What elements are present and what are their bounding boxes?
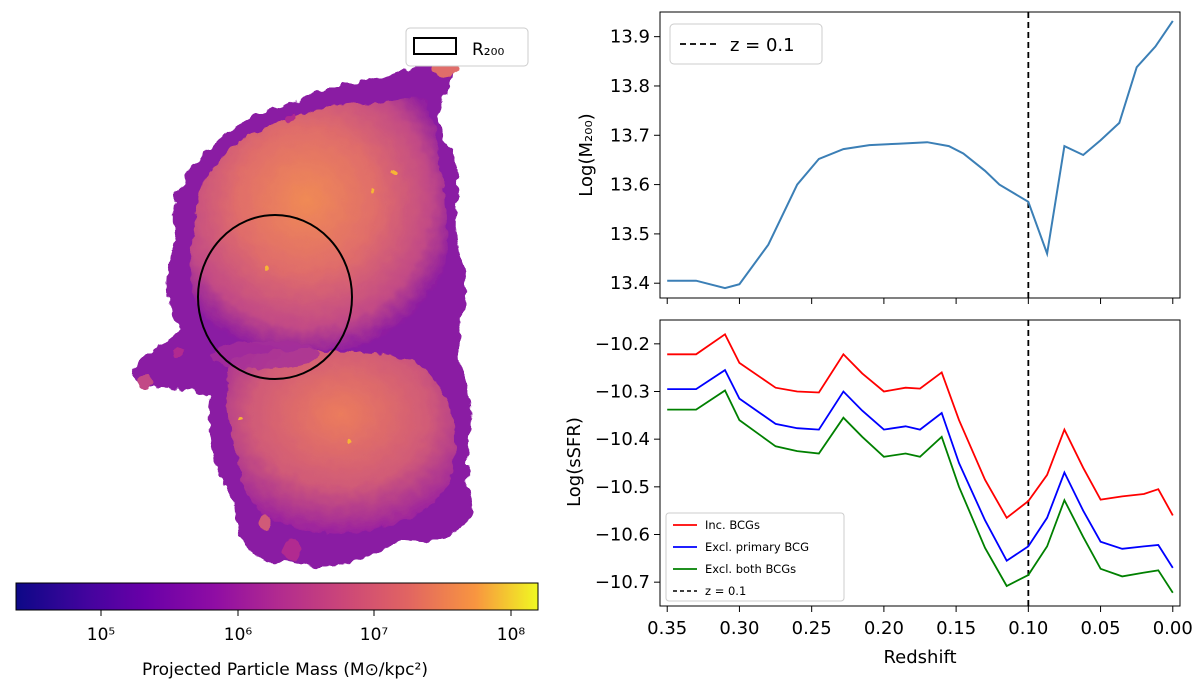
colorbar: 10⁵ 10⁶ 10⁷ 10⁸ Projected Particle Mass … — [15, 582, 539, 680]
colorbar-label: Projected Particle Mass (M⊙/kpc²) — [142, 660, 428, 680]
y-tick-label: −10.3 — [595, 382, 650, 403]
x-tick-label: 0.00 — [1153, 618, 1193, 639]
m200-chart: 13.4 13.5 13.6 13.7 13.8 13.9 Log(M₂₀₀) z = 0… — [576, 11, 1181, 304]
x-tick-label: 0.05 — [1081, 618, 1121, 639]
x-tick-label: 0.20 — [864, 618, 904, 639]
x-tick-label: 0.10 — [1008, 618, 1048, 639]
inc-bcgs-line — [667, 332, 1174, 520]
excl-both-bcgs-line — [667, 389, 1174, 594]
ssfr-legend: Inc. BCGs Excl. primary BCG Excl. both B… — [665, 512, 845, 602]
colorbar-tick-label: 10⁶ — [224, 625, 253, 645]
legend-r200-label: R₂₀₀ — [472, 40, 504, 60]
y-tick-label: 13.5 — [610, 224, 650, 245]
x-tick-label: 0.15 — [936, 618, 976, 639]
r200-circle — [197, 214, 353, 380]
ssfr-chart: −10.2−10.3−10.4−10.5−10.6−10.7 0.35 0.30 0… — [564, 319, 1193, 668]
legend-inc-bcgs: Inc. BCGs — [705, 518, 760, 532]
y-tick-label: 13.9 — [610, 27, 650, 48]
ssfr-y-ticks: −10.2 −10.3 −10.4 −10.5 −10.6 −10.7 — [595, 334, 660, 593]
mass-map-image — [133, 41, 472, 568]
legend-z-0.1: z = 0.1 — [705, 584, 746, 598]
ssfr-x-ticks: 0.35 0.30 0.25 0.20 0.15 0.10 0.05 0.00 — [647, 606, 1193, 639]
x-tick-label: 0.30 — [719, 618, 759, 639]
legend-z-label: z = 0.1 — [730, 35, 795, 56]
m200-y-axis-label: Log(M₂₀₀) — [576, 113, 597, 196]
y-tick-label: −10.6 — [595, 525, 650, 546]
colorbar-tick-label: 10⁸ — [497, 625, 526, 645]
ssfr-y-axis-label: Log(sSFR) — [564, 417, 585, 507]
x-tick-label: 0.35 — [647, 618, 687, 639]
m200-series-line — [667, 20, 1174, 290]
y-tick-label: 13.8 — [610, 76, 650, 97]
ssfr-x-axis-label: Redshift — [883, 647, 956, 668]
map-legend: R₂₀₀ — [405, 27, 529, 67]
m200-y-ticks: 13.4 13.5 13.6 13.7 13.8 13.9 — [610, 27, 660, 294]
y-tick-label: 13.4 — [610, 273, 650, 294]
y-tick-label: −10.4 — [595, 429, 650, 450]
y-tick-label: 13.6 — [610, 175, 650, 196]
colorbar-gradient — [15, 582, 539, 611]
excl-primary-bcg-line — [667, 368, 1174, 569]
legend-excl-both-bcgs: Excl. both BCGs — [705, 562, 796, 576]
colorbar-ticks — [100, 610, 512, 616]
colorbar-tick-label: 10⁷ — [360, 625, 389, 645]
mass-map-panel: R₂₀₀ 10⁵ 10⁶ 10⁷ 10⁸ Projected Particle … — [15, 27, 539, 680]
y-tick-label: 13.7 — [610, 125, 650, 146]
m200-legend: z = 0.1 — [669, 23, 823, 65]
y-tick-label: −10.5 — [595, 477, 650, 498]
y-tick-label: −10.7 — [595, 572, 650, 593]
legend-excl-primary-bcg: Excl. primary BCG — [705, 540, 809, 554]
colorbar-tick-label: 10⁵ — [87, 625, 115, 645]
x-tick-label: 0.25 — [792, 618, 832, 639]
y-tick-label: −10.2 — [595, 334, 650, 355]
legend-ellipse-swatch — [413, 37, 457, 55]
m200-x-ticks — [666, 298, 1174, 304]
